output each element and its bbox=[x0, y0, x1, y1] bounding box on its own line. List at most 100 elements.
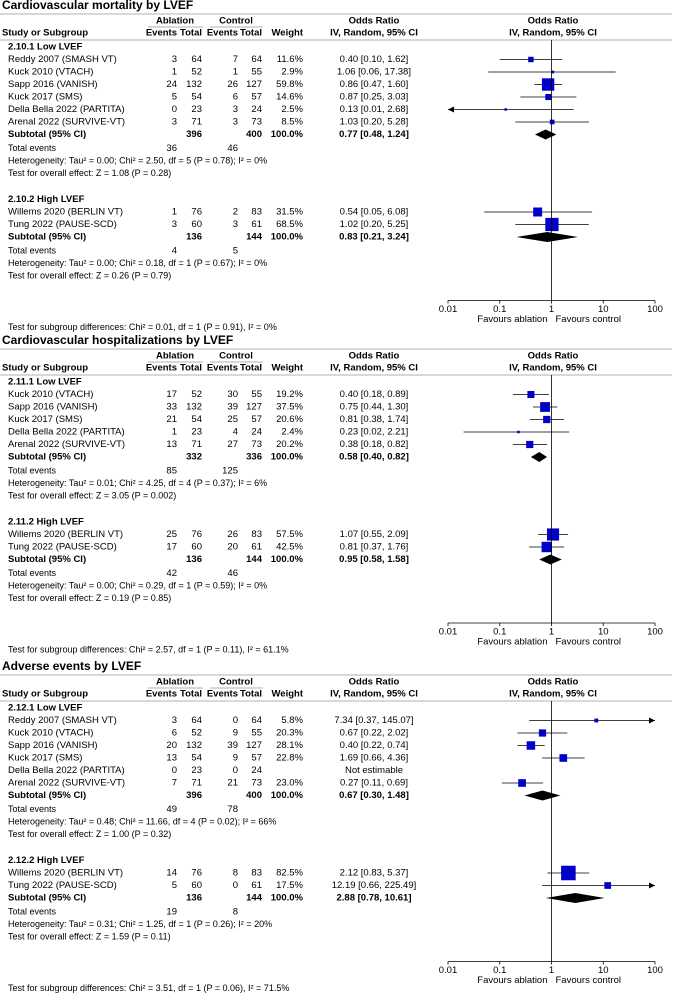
total-events-label: Total events bbox=[8, 906, 57, 916]
study-name: Kuck 2010 (VTACH) bbox=[8, 389, 93, 400]
weight: 68.5% bbox=[276, 219, 303, 230]
subgroup-differences: Test for subgroup differences: Chi² = 3.… bbox=[8, 983, 289, 993]
header: Total bbox=[240, 28, 262, 39]
study-name: Della Bella 2022 (PARTITA) bbox=[8, 427, 125, 438]
subtotal-label: Subtotal (95% CI) bbox=[8, 129, 86, 140]
x-tick-label: 0.1 bbox=[493, 627, 506, 638]
header: Study or Subgroup bbox=[2, 363, 88, 374]
study-name: Kuck 2010 (VTACH) bbox=[8, 728, 93, 739]
overall-effect: Test for overall effect: Z = 0.26 (P = 0… bbox=[8, 270, 171, 280]
x-tick-label: 0.1 bbox=[493, 965, 506, 976]
events: 19 bbox=[166, 907, 177, 918]
events: 0 bbox=[233, 765, 238, 776]
odds-ratio: 0.95 [0.58, 1.58] bbox=[339, 554, 409, 565]
weight: 37.5% bbox=[276, 402, 303, 413]
header: Weight bbox=[272, 689, 304, 700]
total: 57 bbox=[251, 414, 262, 425]
x-tick-label: 0.01 bbox=[439, 304, 458, 315]
study-square bbox=[604, 882, 612, 889]
events: 4 bbox=[172, 246, 177, 257]
events: 0 bbox=[233, 880, 238, 891]
x-tick-label: 1 bbox=[549, 627, 554, 638]
study-square bbox=[527, 390, 535, 399]
panel-title: Adverse events by LVEF bbox=[2, 659, 141, 673]
total: 144 bbox=[246, 554, 263, 565]
study-square bbox=[533, 207, 543, 217]
heterogeneity: Heterogeneity: Tau² = 0.00; Chi² = 2.50,… bbox=[8, 155, 267, 165]
total: 73 bbox=[251, 778, 262, 789]
study-square bbox=[559, 754, 568, 762]
events: 17 bbox=[166, 542, 177, 553]
total: 76 bbox=[191, 868, 202, 879]
subgroup-title: 2.10.1 Low LVEF bbox=[8, 42, 82, 53]
weight: 100.0% bbox=[271, 790, 304, 801]
study-square bbox=[545, 93, 552, 101]
study-name: Arenal 2022 (SURVIVE-VT) bbox=[8, 439, 125, 450]
total: 55 bbox=[251, 728, 262, 739]
study-name: Tung 2022 (PAUSE-SCD) bbox=[8, 880, 117, 891]
total: 76 bbox=[191, 207, 202, 218]
weight: 22.8% bbox=[276, 753, 303, 764]
header: Ablation bbox=[156, 351, 194, 362]
x-tick-label: 100 bbox=[647, 304, 663, 315]
odds-ratio: 1.02 [0.20, 5.25] bbox=[340, 219, 409, 230]
study-square bbox=[541, 78, 555, 91]
total: 54 bbox=[191, 92, 202, 103]
events: 46 bbox=[227, 568, 238, 579]
events: 5 bbox=[172, 92, 177, 103]
odds-ratio: 0.23 [0.02, 2.21] bbox=[340, 427, 409, 438]
header: Events bbox=[207, 28, 238, 39]
header: Odds Ratio bbox=[349, 351, 400, 362]
events: 13 bbox=[166, 439, 177, 450]
odds-ratio: Not estimable bbox=[345, 765, 403, 776]
total: 336 bbox=[246, 452, 262, 463]
header: Events bbox=[207, 689, 238, 700]
subgroup-differences: Test for subgroup differences: Chi² = 0.… bbox=[8, 322, 277, 332]
events: 7 bbox=[233, 54, 238, 65]
heterogeneity: Heterogeneity: Tau² = 0.48; Chi² = 11.66… bbox=[8, 816, 276, 826]
odds-ratio: 0.27 [0.11, 0.69] bbox=[340, 778, 408, 789]
events: 4 bbox=[233, 427, 238, 438]
events: 78 bbox=[227, 804, 238, 815]
total: 83 bbox=[251, 868, 262, 879]
events: 1 bbox=[172, 207, 177, 218]
total: 83 bbox=[251, 529, 262, 540]
total-events-label: Total events bbox=[8, 804, 57, 814]
heterogeneity: Heterogeneity: Tau² = 0.31; Chi² = 1.25,… bbox=[8, 919, 272, 929]
odds-ratio: 0.87 [0.25, 3.03] bbox=[340, 92, 409, 103]
events: 0 bbox=[233, 715, 238, 726]
total-events-label: Total events bbox=[8, 465, 57, 475]
weight: 28.1% bbox=[276, 740, 303, 751]
study-name: Reddy 2007 (SMASH VT) bbox=[8, 715, 117, 726]
subgroup-title: 2.12.2 High LVEF bbox=[8, 855, 85, 866]
total: 55 bbox=[251, 67, 262, 78]
study-name: Tung 2022 (PAUSE-SCD) bbox=[8, 219, 117, 230]
header: IV, Random, 95% CI bbox=[330, 689, 418, 700]
study-square bbox=[541, 541, 552, 553]
total: 57 bbox=[251, 92, 262, 103]
odds-ratio: 0.58 [0.40, 0.82] bbox=[339, 452, 409, 463]
total: 144 bbox=[246, 893, 263, 904]
subtotal-diamond bbox=[539, 554, 562, 565]
total: 60 bbox=[191, 542, 202, 553]
total-events-label: Total events bbox=[8, 568, 57, 578]
favours-left: Favours ablation bbox=[477, 975, 547, 986]
study-square bbox=[561, 865, 576, 881]
total: 132 bbox=[186, 402, 202, 413]
header: IV, Random, 95% CI bbox=[509, 363, 597, 374]
weight: 100.0% bbox=[271, 129, 304, 140]
header: Events bbox=[146, 363, 177, 374]
study-square bbox=[594, 718, 599, 723]
total: 64 bbox=[191, 54, 202, 65]
events: 3 bbox=[172, 219, 177, 230]
total: 136 bbox=[186, 554, 202, 565]
study-name: Sapp 2016 (VANISH) bbox=[8, 79, 98, 90]
total: 57 bbox=[251, 753, 262, 764]
total: 52 bbox=[191, 728, 202, 739]
study-square bbox=[540, 402, 550, 412]
total: 55 bbox=[251, 389, 262, 400]
study-square bbox=[526, 741, 536, 750]
study-square bbox=[518, 779, 526, 787]
header: Odds Ratio bbox=[349, 677, 400, 688]
events: 3 bbox=[233, 104, 238, 115]
